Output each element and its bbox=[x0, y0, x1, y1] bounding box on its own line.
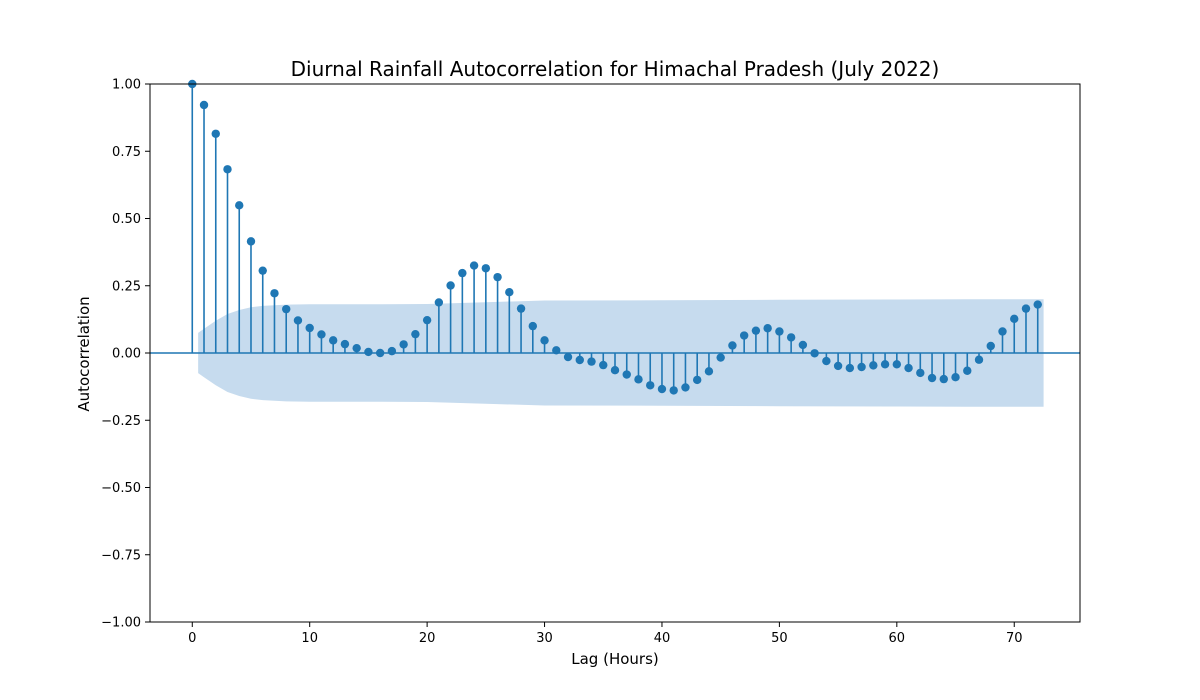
stem-marker-lag-11 bbox=[317, 330, 326, 339]
x-tick-label: 50 bbox=[771, 631, 788, 646]
x-tick-label: 20 bbox=[419, 631, 436, 646]
chart-title: Diurnal Rainfall Autocorrelation for Him… bbox=[291, 57, 940, 81]
stem-marker-lag-35 bbox=[599, 360, 608, 370]
x-tick-label: 70 bbox=[1006, 631, 1023, 646]
y-tick-label: 0.75 bbox=[112, 145, 141, 160]
stem-marker-lag-12 bbox=[328, 336, 338, 345]
stem-marker-lag-19 bbox=[411, 329, 420, 339]
stem-marker-lag-45 bbox=[716, 353, 725, 362]
stem-marker-lag-15 bbox=[364, 347, 373, 357]
stem-marker-lag-29 bbox=[528, 321, 538, 331]
stem-marker-lag-50 bbox=[775, 327, 784, 336]
stem-marker-lag-70 bbox=[1010, 314, 1019, 324]
stem-marker-lag-68 bbox=[986, 341, 995, 351]
y-tick-label: 0.00 bbox=[112, 347, 141, 362]
stem-marker-lag-3 bbox=[223, 165, 232, 174]
stem-marker-lag-31 bbox=[552, 346, 561, 355]
stem-marker-lag-33 bbox=[575, 355, 584, 365]
y-tick-label: −0.75 bbox=[101, 548, 141, 563]
y-tick-label: 0.50 bbox=[112, 212, 141, 227]
stem-marker-lag-17 bbox=[387, 346, 397, 356]
stem-marker-lag-9 bbox=[293, 316, 303, 325]
x-axis-label: Lag (Hours) bbox=[571, 650, 659, 668]
x-tick-label: 60 bbox=[889, 631, 906, 646]
stem-marker-lag-18 bbox=[399, 340, 408, 349]
stem-marker-lag-59 bbox=[880, 360, 890, 369]
stem-marker-lag-63 bbox=[927, 373, 937, 383]
y-tick-label: 1.00 bbox=[112, 78, 141, 93]
stem-marker-lag-65 bbox=[951, 373, 960, 382]
stem-marker-lag-66 bbox=[963, 366, 972, 375]
stem-marker-lag-39 bbox=[646, 381, 655, 390]
stem-marker-lag-46 bbox=[728, 341, 737, 350]
stem-layer bbox=[150, 79, 1080, 395]
stem-marker-lag-57 bbox=[857, 362, 866, 372]
stem-marker-lag-16 bbox=[375, 348, 385, 358]
stem-marker-lag-44 bbox=[704, 367, 714, 376]
stem-marker-lag-34 bbox=[587, 357, 596, 366]
stem-marker-lag-61 bbox=[904, 363, 913, 373]
y-tick-label: −1.00 bbox=[101, 616, 141, 631]
y-tick-label: 0.25 bbox=[112, 279, 141, 294]
stem-marker-lag-52 bbox=[798, 340, 808, 350]
stem-marker-lag-10 bbox=[305, 323, 314, 333]
stem-marker-lag-62 bbox=[916, 368, 925, 378]
stem-marker-lag-2 bbox=[211, 129, 220, 138]
stem-marker-lag-25 bbox=[481, 264, 491, 273]
stem-marker-lag-72 bbox=[1033, 300, 1042, 309]
stem-marker-lag-14 bbox=[352, 343, 361, 353]
stem-marker-lag-26 bbox=[493, 272, 502, 282]
stem-marker-lag-32 bbox=[563, 352, 573, 362]
stem-marker-lag-64 bbox=[939, 374, 948, 384]
stem-marker-lag-48 bbox=[751, 326, 761, 335]
stem-marker-lag-43 bbox=[692, 375, 702, 385]
stem-marker-lag-49 bbox=[763, 324, 772, 333]
stem-marker-lag-37 bbox=[622, 370, 631, 379]
stem-marker-lag-40 bbox=[657, 384, 667, 394]
stem-marker-lag-8 bbox=[282, 304, 291, 314]
stem-marker-lag-1 bbox=[199, 100, 209, 110]
stem-marker-lag-60 bbox=[892, 360, 902, 369]
stem-marker-lag-71 bbox=[1021, 304, 1031, 313]
stem-marker-lag-4 bbox=[235, 201, 244, 210]
stem-marker-lag-20 bbox=[422, 315, 432, 325]
stem-marker-lag-47 bbox=[739, 331, 749, 340]
stem-marker-lag-13 bbox=[340, 339, 350, 349]
stem-marker-lag-6 bbox=[258, 266, 267, 275]
stem-marker-lag-53 bbox=[810, 349, 819, 358]
stem-marker-lag-41 bbox=[669, 386, 678, 395]
x-tick-label: 30 bbox=[536, 631, 553, 646]
axes-layer: 0 10 20 30 40 50 60 70 −1.00 −0.75 −0.50 −0.25 0.00 0… bbox=[101, 78, 1081, 646]
stem-marker-lag-55 bbox=[833, 361, 843, 371]
stem-marker-lag-67 bbox=[974, 355, 984, 364]
stem-marker-lag-51 bbox=[786, 333, 796, 342]
stem-marker-lag-24 bbox=[469, 261, 479, 270]
x-tick-label: 0 bbox=[188, 631, 196, 646]
stem-marker-lag-30 bbox=[540, 336, 549, 345]
stem-marker-lag-42 bbox=[681, 383, 690, 392]
y-axis-label: Autocorrelation bbox=[75, 296, 93, 411]
stem-marker-lag-7 bbox=[270, 289, 279, 298]
stem-marker-lag-5 bbox=[246, 237, 256, 246]
stem-marker-lag-69 bbox=[998, 327, 1007, 336]
y-tick-label: −0.50 bbox=[101, 481, 141, 496]
stem-marker-lag-27 bbox=[505, 288, 514, 297]
stem-marker-lag-54 bbox=[822, 356, 831, 366]
x-tick-label: 10 bbox=[301, 631, 318, 646]
stem-marker-lag-28 bbox=[516, 304, 526, 313]
stem-marker-lag-22 bbox=[446, 281, 455, 290]
stem-marker-lag-21 bbox=[434, 298, 444, 307]
y-tick-label: −0.25 bbox=[101, 414, 141, 429]
x-tick-label: 40 bbox=[654, 631, 671, 646]
stem-marker-lag-56 bbox=[845, 363, 855, 373]
stem-marker-lag-23 bbox=[458, 268, 467, 278]
stem-marker-lag-36 bbox=[610, 366, 620, 375]
stem-marker-lag-38 bbox=[634, 375, 643, 384]
stem-marker-lag-58 bbox=[869, 361, 878, 370]
